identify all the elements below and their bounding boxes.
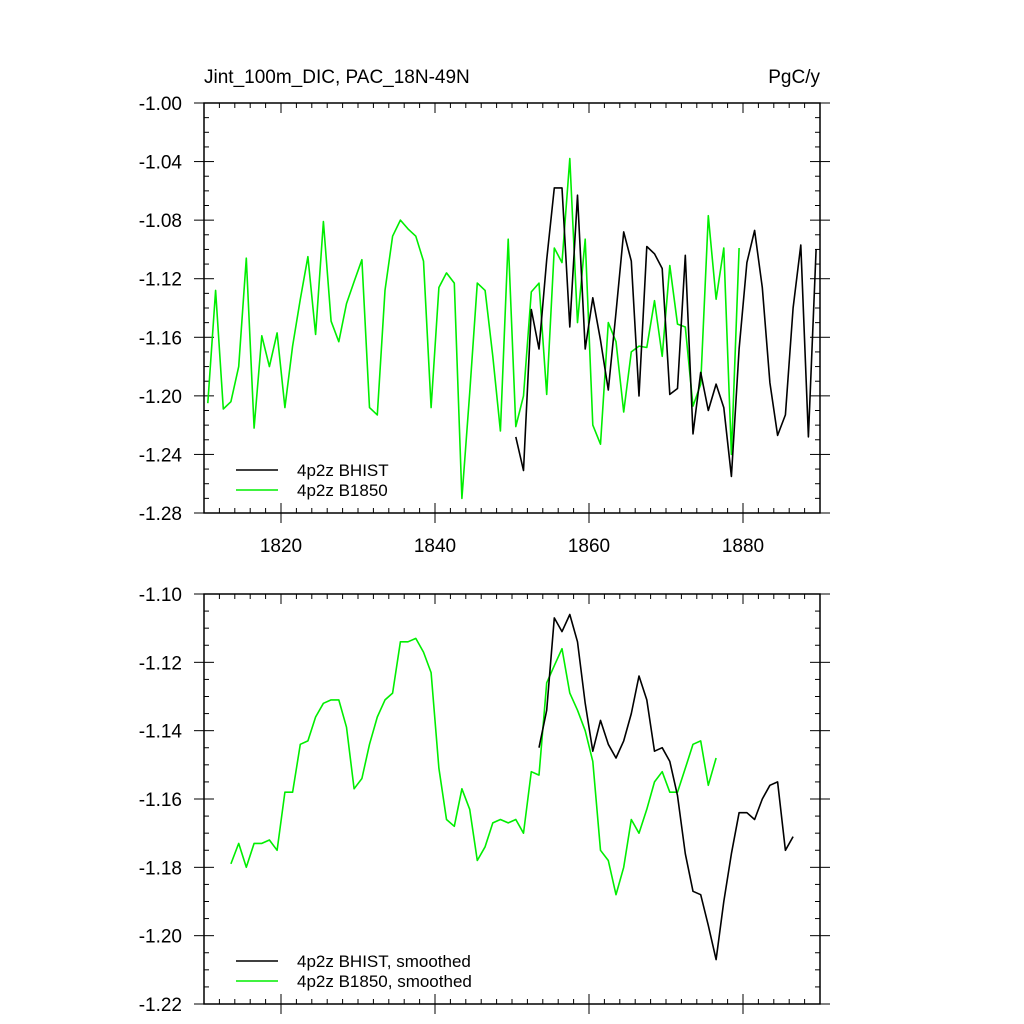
top-legend: 4p2z BHIST 4p2z B1850 [236,461,389,500]
y-tick-label: -1.04 [139,153,183,174]
y-tick-label: -1.28 [139,504,182,525]
bottom-legend-label-b1850: 4p2z B1850, smoothed [297,972,472,991]
unit-label: PgC/y [768,67,820,88]
top-axis-ticks [194,102,830,523]
bottom-panel-smoothed-series: -1.22 -1.20 -1.18 -1.16 -1.14 -1.12 -1.10 4p2z… [139,585,830,1016]
y-tick-label: -1.16 [139,790,182,811]
top-legend-label-bhist: 4p2z BHIST [297,461,389,480]
y-tick-label: -1.20 [139,927,182,948]
y-tick-label: -1.10 [139,585,182,606]
series-line-bhist [538,613,794,961]
series-line-bhist [515,187,817,478]
y-tick-label: -1.14 [139,722,183,743]
y-tick-label: -1.24 [139,445,183,466]
y-tick-label: -1.12 [139,653,182,674]
top-axis-tick-labels: 1820 1840 1860 1880 -1.28 -1.24 -1.20 -1.16 -1.1… [139,94,764,557]
y-tick-label: -1.20 [139,387,182,408]
bottom-axis-tick-labels: -1.22 -1.20 -1.18 -1.16 -1.14 -1.12 -1.10 [139,585,183,1016]
top-series-lines [207,157,817,500]
series-line-b1850 [207,157,740,500]
bottom-legend: 4p2z BHIST, smoothed 4p2z B1850, smoothe… [236,952,472,991]
y-tick-label: -1.22 [139,995,182,1016]
x-tick-label: 1860 [568,536,610,557]
y-tick-label: -1.18 [139,858,182,879]
top-legend-label-b1850: 4p2z B1850 [297,481,388,500]
bottom-legend-label-bhist: 4p2z BHIST, smoothed [297,952,471,971]
y-tick-label: -1.00 [139,94,182,115]
y-tick-label: -1.16 [139,328,182,349]
figure-title: Jint_100m_DIC, PAC_18N-49N [204,67,470,88]
y-tick-label: -1.12 [139,270,182,291]
bottom-series-lines [230,613,794,961]
top-panel-raw-series: 1820 1840 1860 1880 -1.28 -1.24 -1.20 -1.16 -1.1… [139,94,830,557]
x-tick-label: 1880 [722,536,764,557]
bottom-axis-ticks [194,593,830,1014]
y-tick-label: -1.08 [139,211,182,232]
series-line-b1850 [230,637,717,896]
x-tick-label: 1820 [260,536,302,557]
x-tick-label: 1840 [414,536,456,557]
